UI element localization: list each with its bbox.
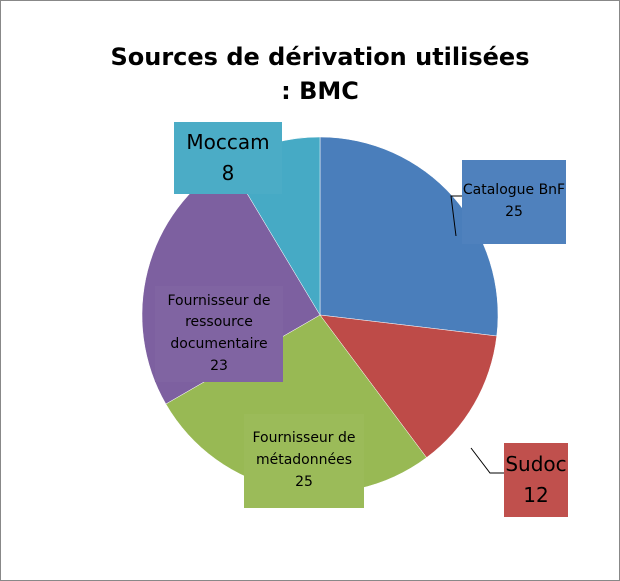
label-value: 8 <box>221 161 235 185</box>
label-value: 25 <box>505 204 523 220</box>
label-value: 25 <box>295 473 313 490</box>
data-label: Catalogue BnF 25 <box>462 160 566 244</box>
label-name: Fournisseur de ressource documentaire <box>167 292 271 352</box>
label-name: Fournisseur de métadonnées <box>252 430 356 469</box>
data-label: Sudoc 12 <box>504 443 568 517</box>
label-value: 12 <box>523 483 549 507</box>
label-name: Sudoc <box>505 452 567 476</box>
leader-line <box>470 447 504 474</box>
pie-slice <box>319 314 498 458</box>
label-name: Moccam <box>186 130 270 154</box>
leader-line <box>450 195 462 237</box>
pie-slice <box>319 136 499 337</box>
label-value: 23 <box>210 357 228 374</box>
data-label: Fournisseur de métadonnées 25 <box>244 414 364 508</box>
chart-title: Sources de dérivation utilisées : BMC <box>110 43 530 105</box>
data-label: Fournisseur de ressource documentaire 23 <box>155 286 283 382</box>
label-name: Catalogue BnF <box>462 182 566 199</box>
data-label: Moccam 8 <box>174 122 282 194</box>
